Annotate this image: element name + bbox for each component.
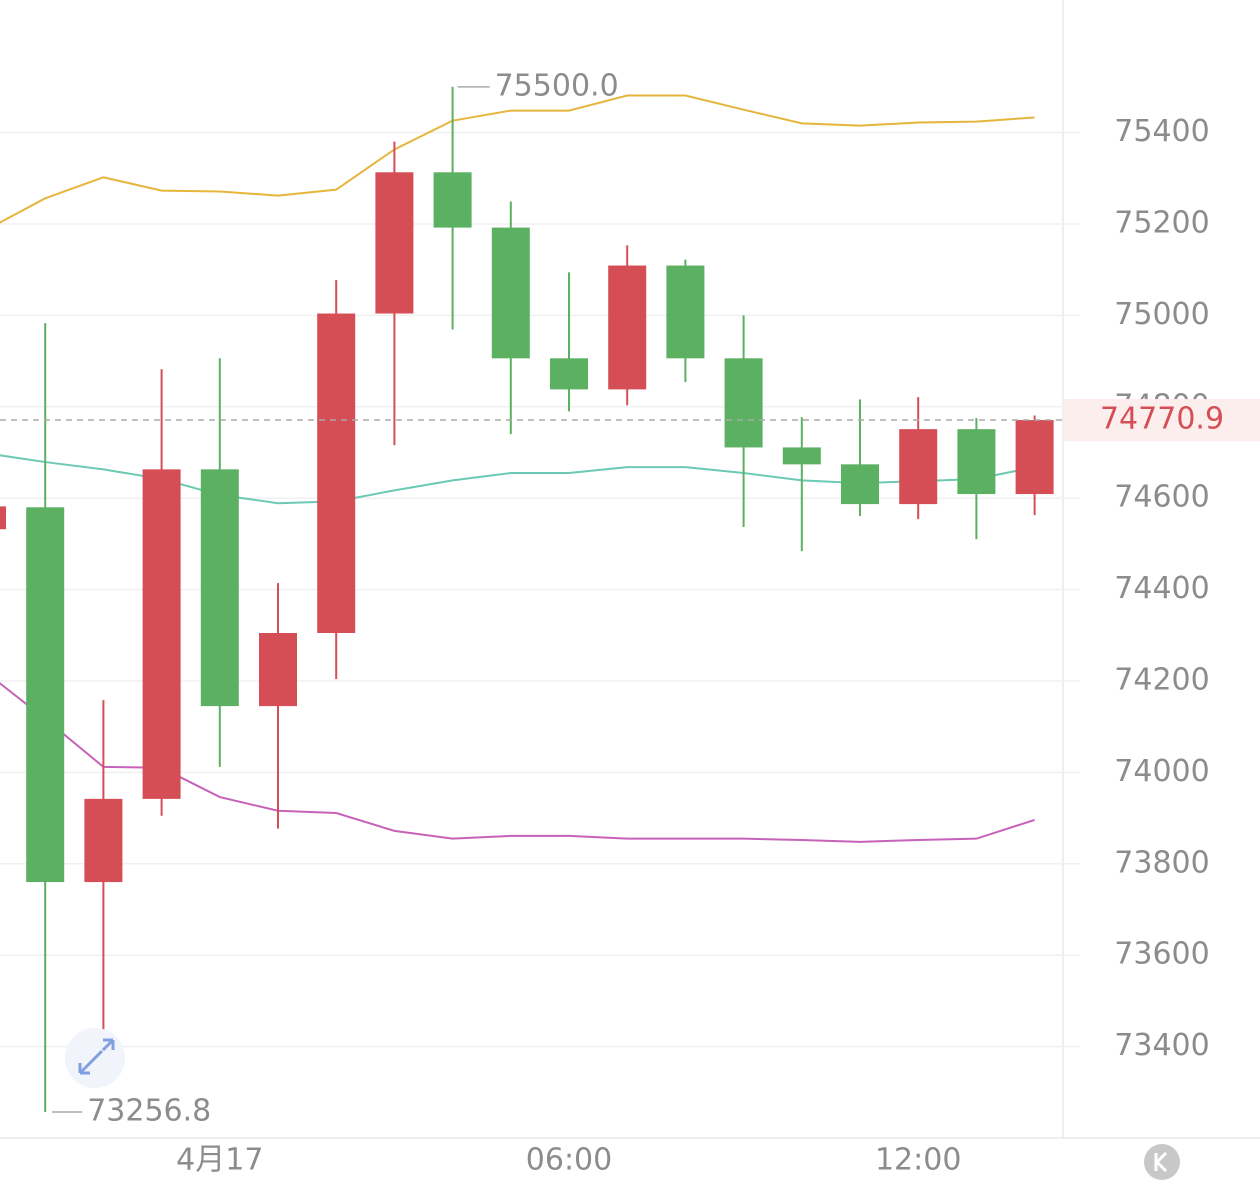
- y-tick-label: 75000: [1114, 297, 1209, 332]
- candle-body: [26, 507, 65, 883]
- y-tick-label: 74400: [1114, 571, 1209, 606]
- k-button[interactable]: [1144, 1144, 1180, 1180]
- candle-body: [491, 227, 530, 359]
- candle-body: [841, 464, 879, 505]
- candle-body: [375, 172, 414, 314]
- last-price-tag: [1063, 399, 1260, 442]
- y-tick-label: 74000: [1114, 754, 1209, 789]
- candle-body: [259, 632, 297, 707]
- y-tick-label: 74600: [1114, 480, 1209, 515]
- candle-body: [84, 798, 123, 883]
- labels: 7340073600738007400074200744007460074800…: [52, 68, 1260, 1178]
- y-tick-label: 73800: [1114, 845, 1209, 880]
- candle-body: [899, 429, 938, 505]
- low-label: 73256.8: [87, 1094, 211, 1129]
- candle-body: [1015, 420, 1054, 495]
- expand-button[interactable]: [65, 1028, 125, 1088]
- y-tick-label: 74200: [1114, 662, 1209, 697]
- candle-body: [957, 429, 996, 495]
- y-tick-label: 73400: [1114, 1028, 1209, 1063]
- candle-body: [142, 469, 181, 799]
- x-tick-label: 12:00: [875, 1143, 961, 1178]
- candle-body: [317, 313, 356, 633]
- y-tick-label: 73600: [1114, 937, 1209, 972]
- candle-body: [433, 172, 472, 228]
- candle-body: [0, 506, 6, 530]
- y-tick-label: 75400: [1114, 114, 1209, 149]
- last-price-label: 74770.9: [1100, 402, 1224, 437]
- y-tick-label: 75200: [1114, 205, 1209, 240]
- candle-body: [782, 447, 821, 465]
- candle-body: [724, 358, 763, 448]
- x-tick-label: 06:00: [526, 1143, 612, 1178]
- candle-body: [608, 265, 647, 390]
- candle-body: [666, 265, 705, 359]
- plot-area: [0, 86, 1063, 1113]
- x-tick-label: 4月17: [176, 1143, 263, 1178]
- high-label: 75500.0: [495, 68, 619, 103]
- candle-body: [550, 358, 588, 390]
- overlay-line: [0, 94, 1035, 224]
- candle-body: [200, 469, 239, 707]
